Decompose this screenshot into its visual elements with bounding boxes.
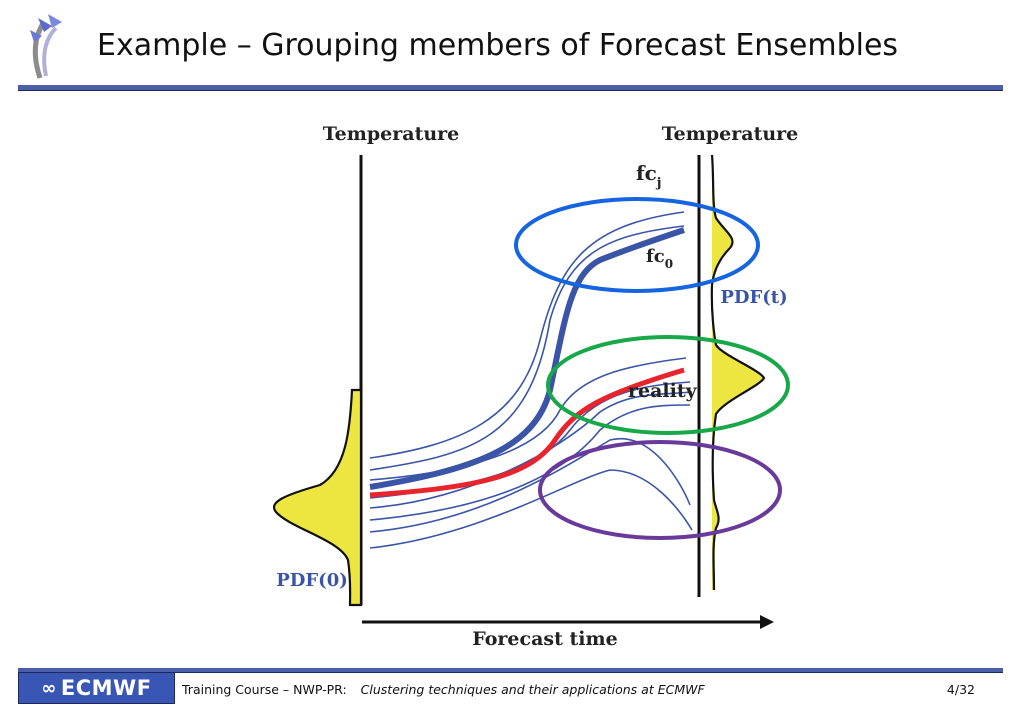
footer-divider <box>18 668 1003 673</box>
control-label-sub: 0 <box>665 257 673 271</box>
pdf-final-shape <box>711 155 764 590</box>
footer-course: Training Course – NWP-PR: <box>182 682 347 697</box>
control-label-main: fc <box>646 246 665 267</box>
cluster-ellipse-middle <box>546 335 790 435</box>
right-axis-label: Temperature <box>662 123 799 145</box>
member-label: fcj <box>636 161 662 191</box>
member-line <box>369 404 691 521</box>
ecmwf-footer-logo: ∞ ECMWF <box>18 672 175 704</box>
member-line <box>369 225 685 471</box>
member-line <box>369 391 693 509</box>
cluster-ellipse-top <box>514 197 760 293</box>
title-divider <box>18 85 1003 91</box>
reality-line <box>369 367 685 498</box>
control-label: fc0 <box>646 246 673 271</box>
slide-title: Example – Grouping members of Forecast E… <box>97 28 899 63</box>
member-label-sub: j <box>656 176 662 191</box>
ecmwf-bird-logo <box>22 10 72 82</box>
reality-label: reality <box>628 380 698 402</box>
pdf-final-label: PDF(t) <box>720 287 787 308</box>
member-line <box>369 437 691 533</box>
pdf-initial-shape <box>273 388 363 607</box>
footer-subtitle: Clustering techniques and their applicat… <box>360 682 705 697</box>
pdf-final-outline <box>710 154 766 591</box>
pdf-initial-label: PDF(0) <box>276 570 347 591</box>
member-line <box>369 211 685 459</box>
page-number: 4/32 <box>946 682 975 697</box>
member-label-main: fc <box>636 161 657 185</box>
control-forecast-line <box>369 227 685 490</box>
cluster-ellipse-bottom <box>538 440 782 540</box>
left-axis-label: Temperature <box>323 123 460 145</box>
ecmwf-logo-text: ECMWF <box>60 676 152 700</box>
footer-caption: Training Course – NWP-PR: Clustering tec… <box>182 682 705 697</box>
member-line <box>369 469 693 549</box>
time-axis-arrowhead <box>760 615 774 629</box>
time-axis-label: Forecast time <box>472 628 617 650</box>
ecmwf-mark-icon: ∞ <box>41 677 57 699</box>
